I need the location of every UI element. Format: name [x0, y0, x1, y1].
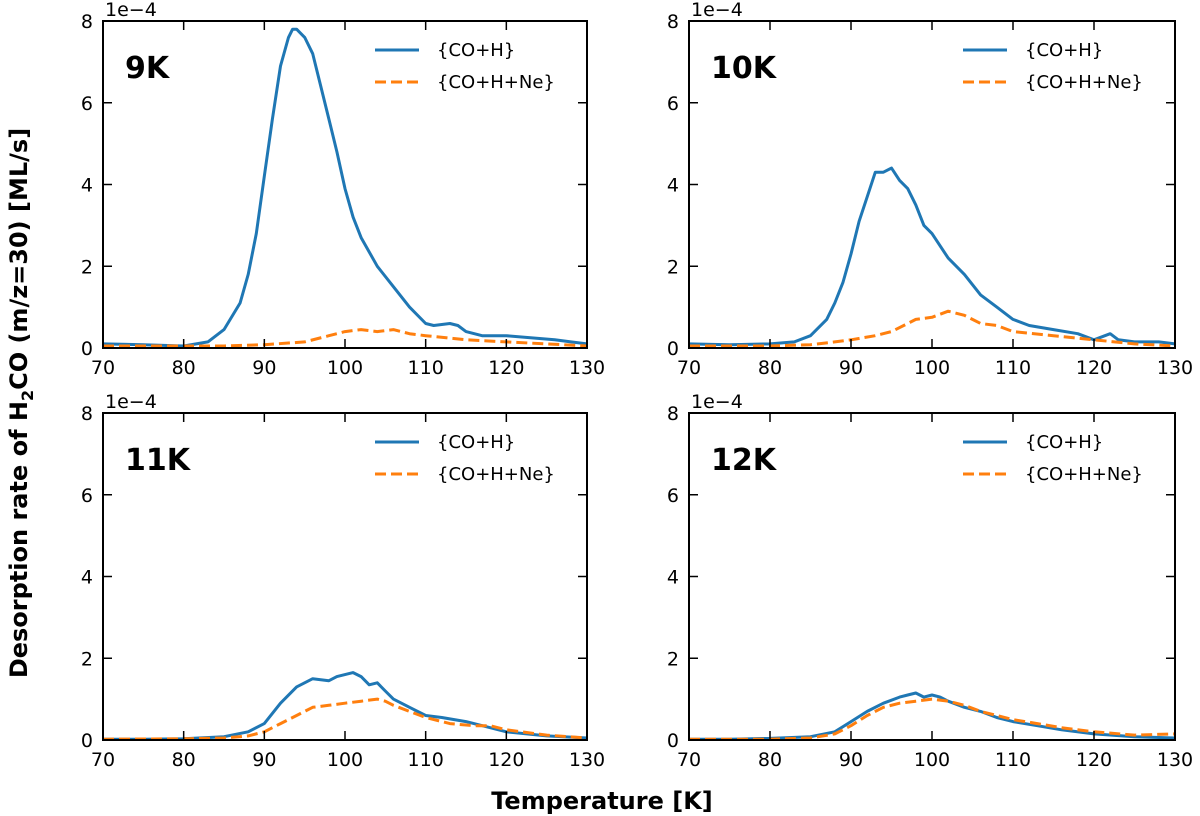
- x-tick-label: 120: [1076, 357, 1112, 379]
- series-line-co-h-ne: [102, 697, 588, 741]
- x-tick-label: 120: [488, 749, 524, 771]
- series-line-co-h-ne: [689, 309, 1176, 348]
- x-tick-label: 70: [91, 749, 115, 771]
- series-line-co-h-ne: [103, 328, 588, 348]
- y-tick-label: 4: [667, 175, 679, 197]
- x-tick-label: 80: [172, 749, 196, 771]
- legend-label-co-h-ne: {CO+H+Ne}: [437, 72, 555, 93]
- panel-temperature-label: 11K: [125, 443, 192, 478]
- x-tick-label: 110: [995, 749, 1031, 771]
- y-tick-label: 2: [667, 648, 679, 670]
- y-tick-label: 0: [667, 338, 679, 360]
- x-tick-label: 80: [172, 357, 196, 379]
- legend-label-co-h: {CO+H}: [1025, 40, 1103, 61]
- y-tick-label: 0: [81, 730, 93, 752]
- x-tick-label: 130: [569, 749, 605, 771]
- panel-temperature-label: 12K: [711, 443, 778, 478]
- x-tick-label: 100: [327, 357, 363, 379]
- x-tick-label: 110: [408, 749, 444, 771]
- y-tick-label: 0: [81, 338, 93, 360]
- legend-label-co-h: {CO+H}: [437, 40, 515, 61]
- y-tick-label: 6: [81, 485, 93, 507]
- y-axis-label-main: Desorption rate of H: [5, 401, 33, 678]
- panel-11K: 70 80 90 100 110 120 130 0 2 4 6 8 1e−4 11K {CO+H} {CO+…: [81, 391, 605, 771]
- legend-label-co-h: {CO+H}: [437, 432, 515, 453]
- legend-label-co-h: {CO+H}: [1025, 432, 1103, 453]
- y-tick-label: 6: [667, 485, 679, 507]
- y-tick-label: 4: [81, 567, 93, 589]
- x-tick-label: 70: [91, 357, 115, 379]
- y-tick-label: 2: [81, 648, 93, 670]
- y-scale-offset-label: 1e−4: [105, 0, 157, 21]
- x-tick-label: 120: [488, 357, 524, 379]
- x-tick-label: 100: [327, 749, 363, 771]
- y-tick-label: 4: [667, 567, 679, 589]
- series-line-co-h-ne: [689, 697, 1176, 741]
- panel-temperature-label: 9K: [125, 51, 171, 86]
- x-tick-label: 70: [677, 749, 701, 771]
- y-tick-label: 6: [81, 93, 93, 115]
- legend-label-co-h-ne: {CO+H+Ne}: [437, 464, 555, 485]
- y-axis-label: Desorption rate of H2CO (m/z=30) [ML/s]: [5, 128, 37, 678]
- y-scale-offset-label: 1e−4: [105, 391, 157, 413]
- x-tick-label: 90: [839, 749, 863, 771]
- x-tick-label: 130: [1157, 749, 1193, 771]
- y-tick-label: 6: [667, 93, 679, 115]
- x-tick-label: 80: [758, 749, 782, 771]
- y-tick-label: 8: [667, 11, 679, 33]
- y-tick-label: 8: [667, 403, 679, 425]
- y-tick-label: 0: [667, 730, 679, 752]
- x-tick-label: 90: [252, 357, 276, 379]
- y-scale-offset-label: 1e−4: [691, 0, 743, 21]
- panel-12K: 70 80 90 100 110 120 130 0 2 4 6 8 1e−4 12K {CO+H} {CO+…: [667, 391, 1193, 771]
- x-tick-label: 90: [839, 357, 863, 379]
- y-axis-label-subscript: 2: [18, 390, 37, 401]
- x-tick-label: 70: [677, 357, 701, 379]
- x-tick-label: 130: [569, 357, 605, 379]
- x-tick-label: 90: [252, 749, 276, 771]
- x-tick-label: 120: [1076, 749, 1112, 771]
- series-line-co-h: [102, 27, 588, 348]
- y-scale-offset-label: 1e−4: [691, 391, 743, 413]
- x-tick-label: 110: [995, 357, 1031, 379]
- series-line-co-h: [689, 691, 1176, 741]
- legend-label-co-h-ne: {CO+H+Ne}: [1025, 464, 1143, 485]
- x-tick-label: 130: [1157, 357, 1193, 379]
- panel-10K: 70 80 90 100 110 120 130 0 2 4 6 8 1e−4 10K {CO+H} {CO+…: [667, 0, 1193, 379]
- x-tick-label: 100: [914, 357, 950, 379]
- panels-group: 70 80 90 100 110 120 130024681e−49K{CO+H}{CO+H…: [81, 0, 1193, 771]
- y-tick-label: 8: [81, 11, 93, 33]
- x-axis-label: Temperature [K]: [491, 787, 713, 815]
- x-tick-label: 110: [408, 357, 444, 379]
- x-tick-label: 80: [758, 357, 782, 379]
- series-line-co-h: [103, 671, 588, 741]
- legend-label-co-h-ne: {CO+H+Ne}: [1025, 72, 1143, 93]
- y-tick-label: 2: [81, 256, 93, 278]
- panel-9K: 70 80 90 100 110 120 130 0 2 4 6 8 1e−4 9K {CO+H} {CO+H…: [81, 0, 605, 379]
- x-tick-label: 100: [914, 749, 950, 771]
- y-tick-label: 2: [667, 256, 679, 278]
- panel-temperature-label: 10K: [711, 51, 778, 86]
- y-tick-label: 4: [81, 175, 93, 197]
- y-axis-label-rest: CO (m/z=30) [ML/s]: [5, 128, 33, 390]
- y-tick-label: 8: [81, 403, 93, 425]
